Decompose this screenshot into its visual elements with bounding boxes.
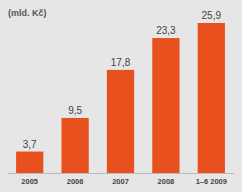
x-tick-label: 2005 xyxy=(21,177,38,186)
bar xyxy=(198,23,225,173)
data-label: 9,5 xyxy=(68,105,82,116)
x-axis: 2005 2006 2007 2008 1–6 2009 xyxy=(8,173,235,186)
data-label: 17,8 xyxy=(111,57,131,68)
x-tick: 2008 xyxy=(158,173,175,186)
bar xyxy=(16,152,43,173)
data-label: 23,3 xyxy=(156,25,176,36)
x-tick-label: 2007 xyxy=(112,177,129,186)
x-tick: 2005 xyxy=(21,173,38,186)
bar xyxy=(152,38,179,173)
x-tick: 2006 xyxy=(67,173,84,186)
title: (mld. Kč) xyxy=(8,8,47,18)
bar xyxy=(107,70,134,173)
x-tick: 1–6 2009 xyxy=(196,173,227,186)
x-tick: 2007 xyxy=(112,173,129,186)
background xyxy=(0,0,242,192)
x-tick-label: 2008 xyxy=(158,177,175,186)
bar xyxy=(61,118,88,173)
data-label: 25,9 xyxy=(202,10,222,21)
chart: (mld. Kč)3,79,517,823,325,92005200620072… xyxy=(0,0,242,192)
data-label: 3,7 xyxy=(23,139,37,150)
x-axis-line xyxy=(8,173,235,174)
x-tick-label: 2006 xyxy=(67,177,84,186)
bars xyxy=(16,23,225,173)
data-labels: 3,7 9,5 17,8 23,3 25,9 xyxy=(23,10,222,150)
x-tick-label: 1–6 2009 xyxy=(196,177,227,186)
